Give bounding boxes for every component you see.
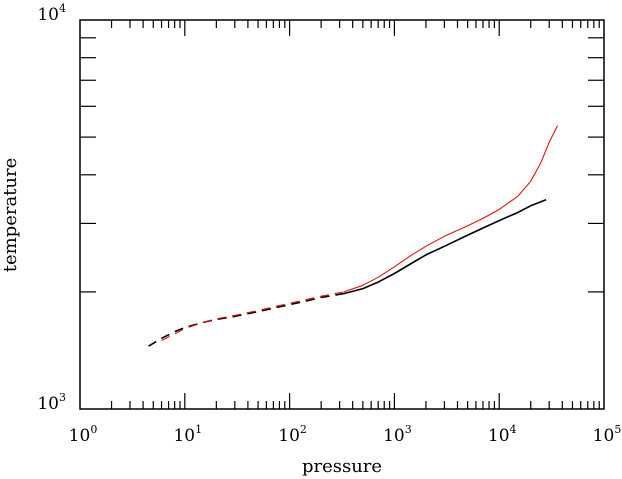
ticks [80,20,604,409]
series-0-solid-line [343,199,547,295]
x-axis-label: pressure [302,456,382,477]
x-tick-label: 102 [278,423,307,446]
y-tick-label: 104 [37,2,66,25]
y-axis-label: temperature [0,158,21,273]
series-1-solid-line [343,125,558,293]
y-tick-label: 103 [37,391,66,414]
series-1-dashed-line [161,291,345,341]
x-tick-label: 103 [383,423,412,446]
plot-frame [79,19,605,410]
tick-labels: 100 101 102 103 104 105 103 104 [37,2,621,446]
x-tick-label: 100 [69,423,98,446]
x-tick-label: 101 [173,423,202,446]
series [148,125,558,347]
x-tick-label: 105 [593,423,622,446]
series-0-dashed-line [148,292,345,347]
x-tick-label: 104 [488,423,517,446]
